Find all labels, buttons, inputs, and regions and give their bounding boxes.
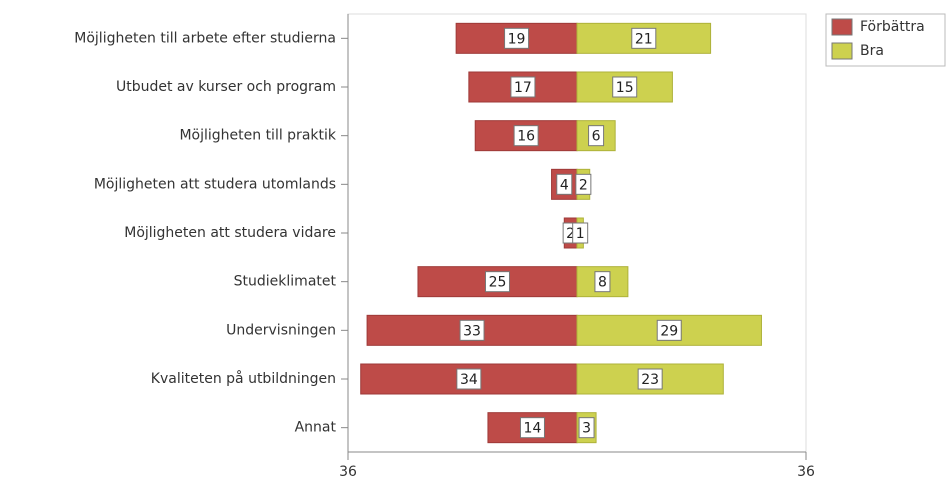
- value-label: 14: [524, 421, 542, 437]
- legend-label: Förbättra: [860, 19, 925, 35]
- y-tick-label: Möjligheten till praktik: [179, 128, 336, 144]
- y-tick-label: Möjligheten att studera vidare: [124, 225, 336, 241]
- value-label: 25: [489, 275, 507, 291]
- legend-label: Bra: [860, 43, 884, 59]
- value-label-box: [513, 125, 539, 147]
- y-tick-label: Kvaliteten på utbildningen: [151, 370, 336, 387]
- value-label: 23: [641, 372, 659, 388]
- value-label-box: [594, 271, 611, 293]
- value-label-box: [459, 319, 485, 341]
- value-label: 33: [463, 323, 481, 339]
- value-label: 2: [566, 226, 575, 242]
- value-label: 3: [582, 421, 591, 437]
- value-label: 2: [579, 177, 588, 193]
- value-label: 19: [508, 31, 526, 47]
- value-label-box: [456, 368, 482, 390]
- value-label: 6: [592, 129, 601, 145]
- x-tick-label: 36: [339, 464, 357, 478]
- value-label: 34: [460, 372, 478, 388]
- value-label: 8: [598, 275, 607, 291]
- value-label-box: [578, 417, 595, 439]
- value-label-box: [612, 76, 638, 98]
- value-label: 29: [660, 323, 678, 339]
- value-label-box: [504, 27, 530, 49]
- value-label: 15: [616, 80, 634, 96]
- value-label-box: [519, 417, 545, 439]
- y-tick-label: Möjligheten till arbete efter studierna: [74, 30, 336, 46]
- value-label: 4: [560, 177, 569, 193]
- value-label-box: [510, 76, 536, 98]
- value-label: 21: [635, 31, 653, 47]
- legend-swatch: [831, 18, 853, 36]
- value-label-box: [484, 271, 510, 293]
- value-label-box: [637, 368, 663, 390]
- value-label: 16: [517, 129, 535, 145]
- value-label-box: [588, 125, 605, 147]
- x-tick-label: 36: [797, 464, 815, 478]
- y-tick-label: Studieklimatet: [234, 274, 337, 290]
- value-label-box: [575, 173, 592, 195]
- y-tick-label: Möjligheten att studera utomlands: [94, 176, 336, 192]
- value-label-box: [556, 173, 573, 195]
- value-label: 17: [514, 80, 532, 96]
- value-label-box: [656, 319, 682, 341]
- y-tick-label: Annat: [295, 420, 337, 436]
- y-tick-label: Utbudet av kurser och program: [116, 79, 336, 95]
- value-label-box: [572, 222, 589, 244]
- value-label-box: [631, 27, 657, 49]
- y-tick-label: Undervisningen: [226, 322, 336, 338]
- legend-swatch: [831, 42, 853, 60]
- value-label: 1: [576, 226, 585, 242]
